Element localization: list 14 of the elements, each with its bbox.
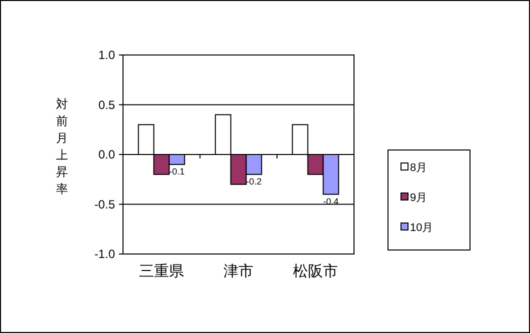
legend-label: 8月	[410, 162, 428, 174]
y-tick-label: -1.0	[94, 247, 116, 262]
data-label: -0.1	[169, 166, 185, 176]
data-label: -0.2	[246, 176, 262, 186]
legend-label: 9月	[410, 192, 428, 204]
y-tick-label: 0.5	[98, 98, 116, 112]
y-tick-label: -0.5	[94, 197, 116, 212]
y-tick-label: 1.0	[98, 48, 116, 62]
legend-label: 10月	[410, 222, 434, 234]
x-tick-label: 津市	[224, 263, 254, 280]
x-tick-label: 松阪市	[293, 263, 338, 280]
y-axis-title: 対前月上昇率	[56, 97, 68, 196]
y-tick-label: 0.0	[98, 148, 116, 162]
x-tick-label: 三重県	[139, 263, 184, 280]
